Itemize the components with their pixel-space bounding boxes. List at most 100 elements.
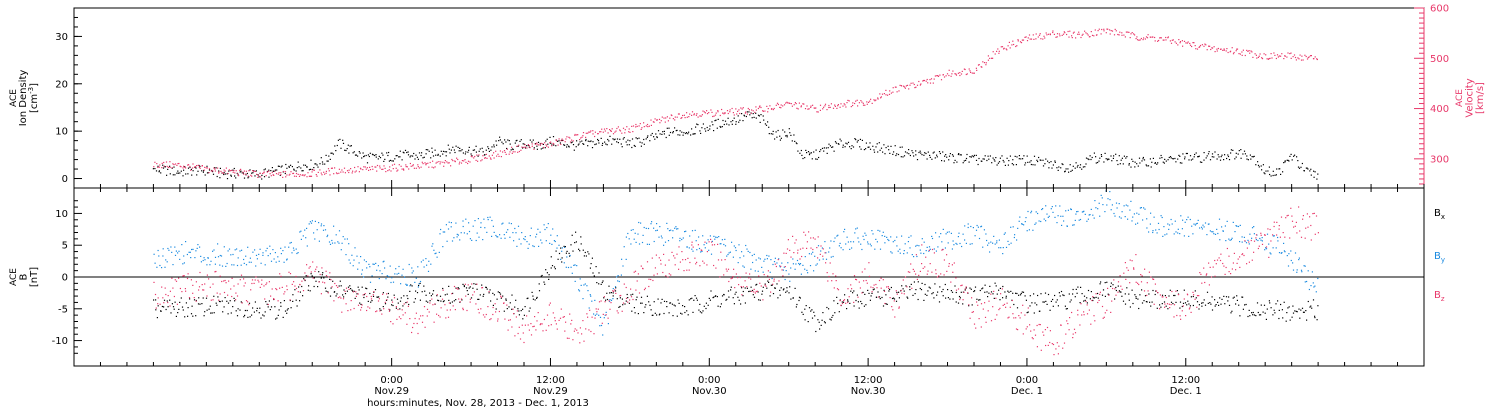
data-point — [542, 147, 544, 149]
data-point — [1069, 301, 1071, 303]
data-point — [309, 290, 311, 292]
data-point — [990, 320, 993, 322]
data-point — [385, 278, 387, 280]
data-point — [387, 296, 389, 298]
data-point — [1097, 30, 1099, 32]
data-point — [1154, 162, 1156, 164]
data-point — [1143, 37, 1145, 39]
data-point — [395, 268, 397, 270]
data-point — [563, 262, 565, 264]
data-point — [1278, 228, 1280, 230]
data-point — [826, 306, 828, 309]
data-point — [779, 294, 781, 296]
data-point — [297, 173, 299, 175]
data-point — [977, 304, 979, 306]
legend-base: B — [1434, 290, 1441, 301]
data-point — [475, 159, 477, 161]
data-point — [252, 170, 254, 172]
data-point — [991, 57, 993, 59]
data-point — [1068, 293, 1070, 295]
data-point — [162, 164, 164, 166]
data-point — [560, 258, 562, 260]
data-point — [827, 147, 829, 149]
data-point — [1033, 155, 1036, 157]
data-point — [421, 161, 423, 163]
data-point — [818, 321, 820, 323]
data-point — [641, 142, 643, 144]
bx-series — [153, 231, 1319, 333]
data-point — [1093, 217, 1095, 219]
data-point — [566, 337, 568, 339]
data-point — [539, 324, 541, 326]
data-point — [732, 112, 734, 114]
data-point — [1072, 224, 1074, 226]
data-point — [1216, 48, 1218, 50]
data-point — [1269, 228, 1271, 231]
data-point — [276, 289, 278, 291]
data-point — [1205, 44, 1207, 46]
data-point — [327, 292, 329, 294]
data-point — [463, 285, 465, 288]
data-point — [598, 314, 600, 316]
data-point — [173, 166, 175, 168]
data-point — [864, 232, 866, 234]
data-point — [961, 70, 963, 72]
data-point — [817, 111, 819, 113]
data-point — [1107, 293, 1109, 295]
data-point — [1226, 157, 1228, 160]
data-point — [836, 288, 839, 290]
data-point — [236, 295, 239, 297]
b-axis-label-line: [nT] — [29, 267, 40, 287]
data-point — [700, 251, 702, 253]
data-point — [925, 80, 927, 82]
data-point — [273, 258, 275, 260]
data-point — [159, 264, 161, 267]
data-point — [830, 256, 832, 258]
data-point — [839, 300, 841, 302]
data-point — [1159, 37, 1161, 39]
data-point — [828, 106, 830, 109]
data-point — [576, 140, 578, 142]
data-point — [372, 295, 375, 297]
data-point — [1220, 156, 1222, 158]
data-point — [988, 242, 990, 244]
data-point — [750, 112, 752, 114]
data-point — [362, 152, 364, 154]
data-point — [277, 314, 279, 316]
data-point — [1138, 39, 1140, 41]
data-point — [733, 245, 735, 247]
data-point — [926, 273, 928, 275]
data-point — [1190, 159, 1192, 161]
data-point — [319, 273, 321, 276]
data-point — [1261, 240, 1263, 242]
data-point — [1285, 320, 1287, 322]
data-point — [965, 286, 967, 288]
data-point — [312, 277, 314, 279]
data-point — [550, 256, 552, 258]
data-point — [698, 247, 701, 250]
data-point — [275, 318, 277, 320]
data-point — [157, 303, 159, 305]
data-point — [266, 247, 268, 249]
data-point — [1107, 158, 1109, 160]
data-point — [506, 148, 508, 150]
data-point — [466, 309, 468, 312]
data-point — [223, 171, 225, 173]
data-point — [579, 327, 581, 329]
data-point — [235, 292, 237, 294]
data-point — [189, 166, 191, 168]
data-point — [643, 143, 645, 145]
data-point — [1144, 268, 1146, 270]
data-point — [903, 253, 905, 255]
data-point — [698, 309, 700, 311]
data-point — [978, 157, 980, 160]
data-point — [396, 155, 398, 157]
data-point — [1257, 56, 1259, 58]
data-point — [1170, 218, 1172, 221]
data-point — [454, 161, 456, 163]
data-point — [1146, 227, 1148, 229]
data-point — [1223, 295, 1225, 297]
data-point — [632, 131, 634, 133]
data-point — [862, 104, 865, 106]
data-point — [1228, 304, 1231, 306]
